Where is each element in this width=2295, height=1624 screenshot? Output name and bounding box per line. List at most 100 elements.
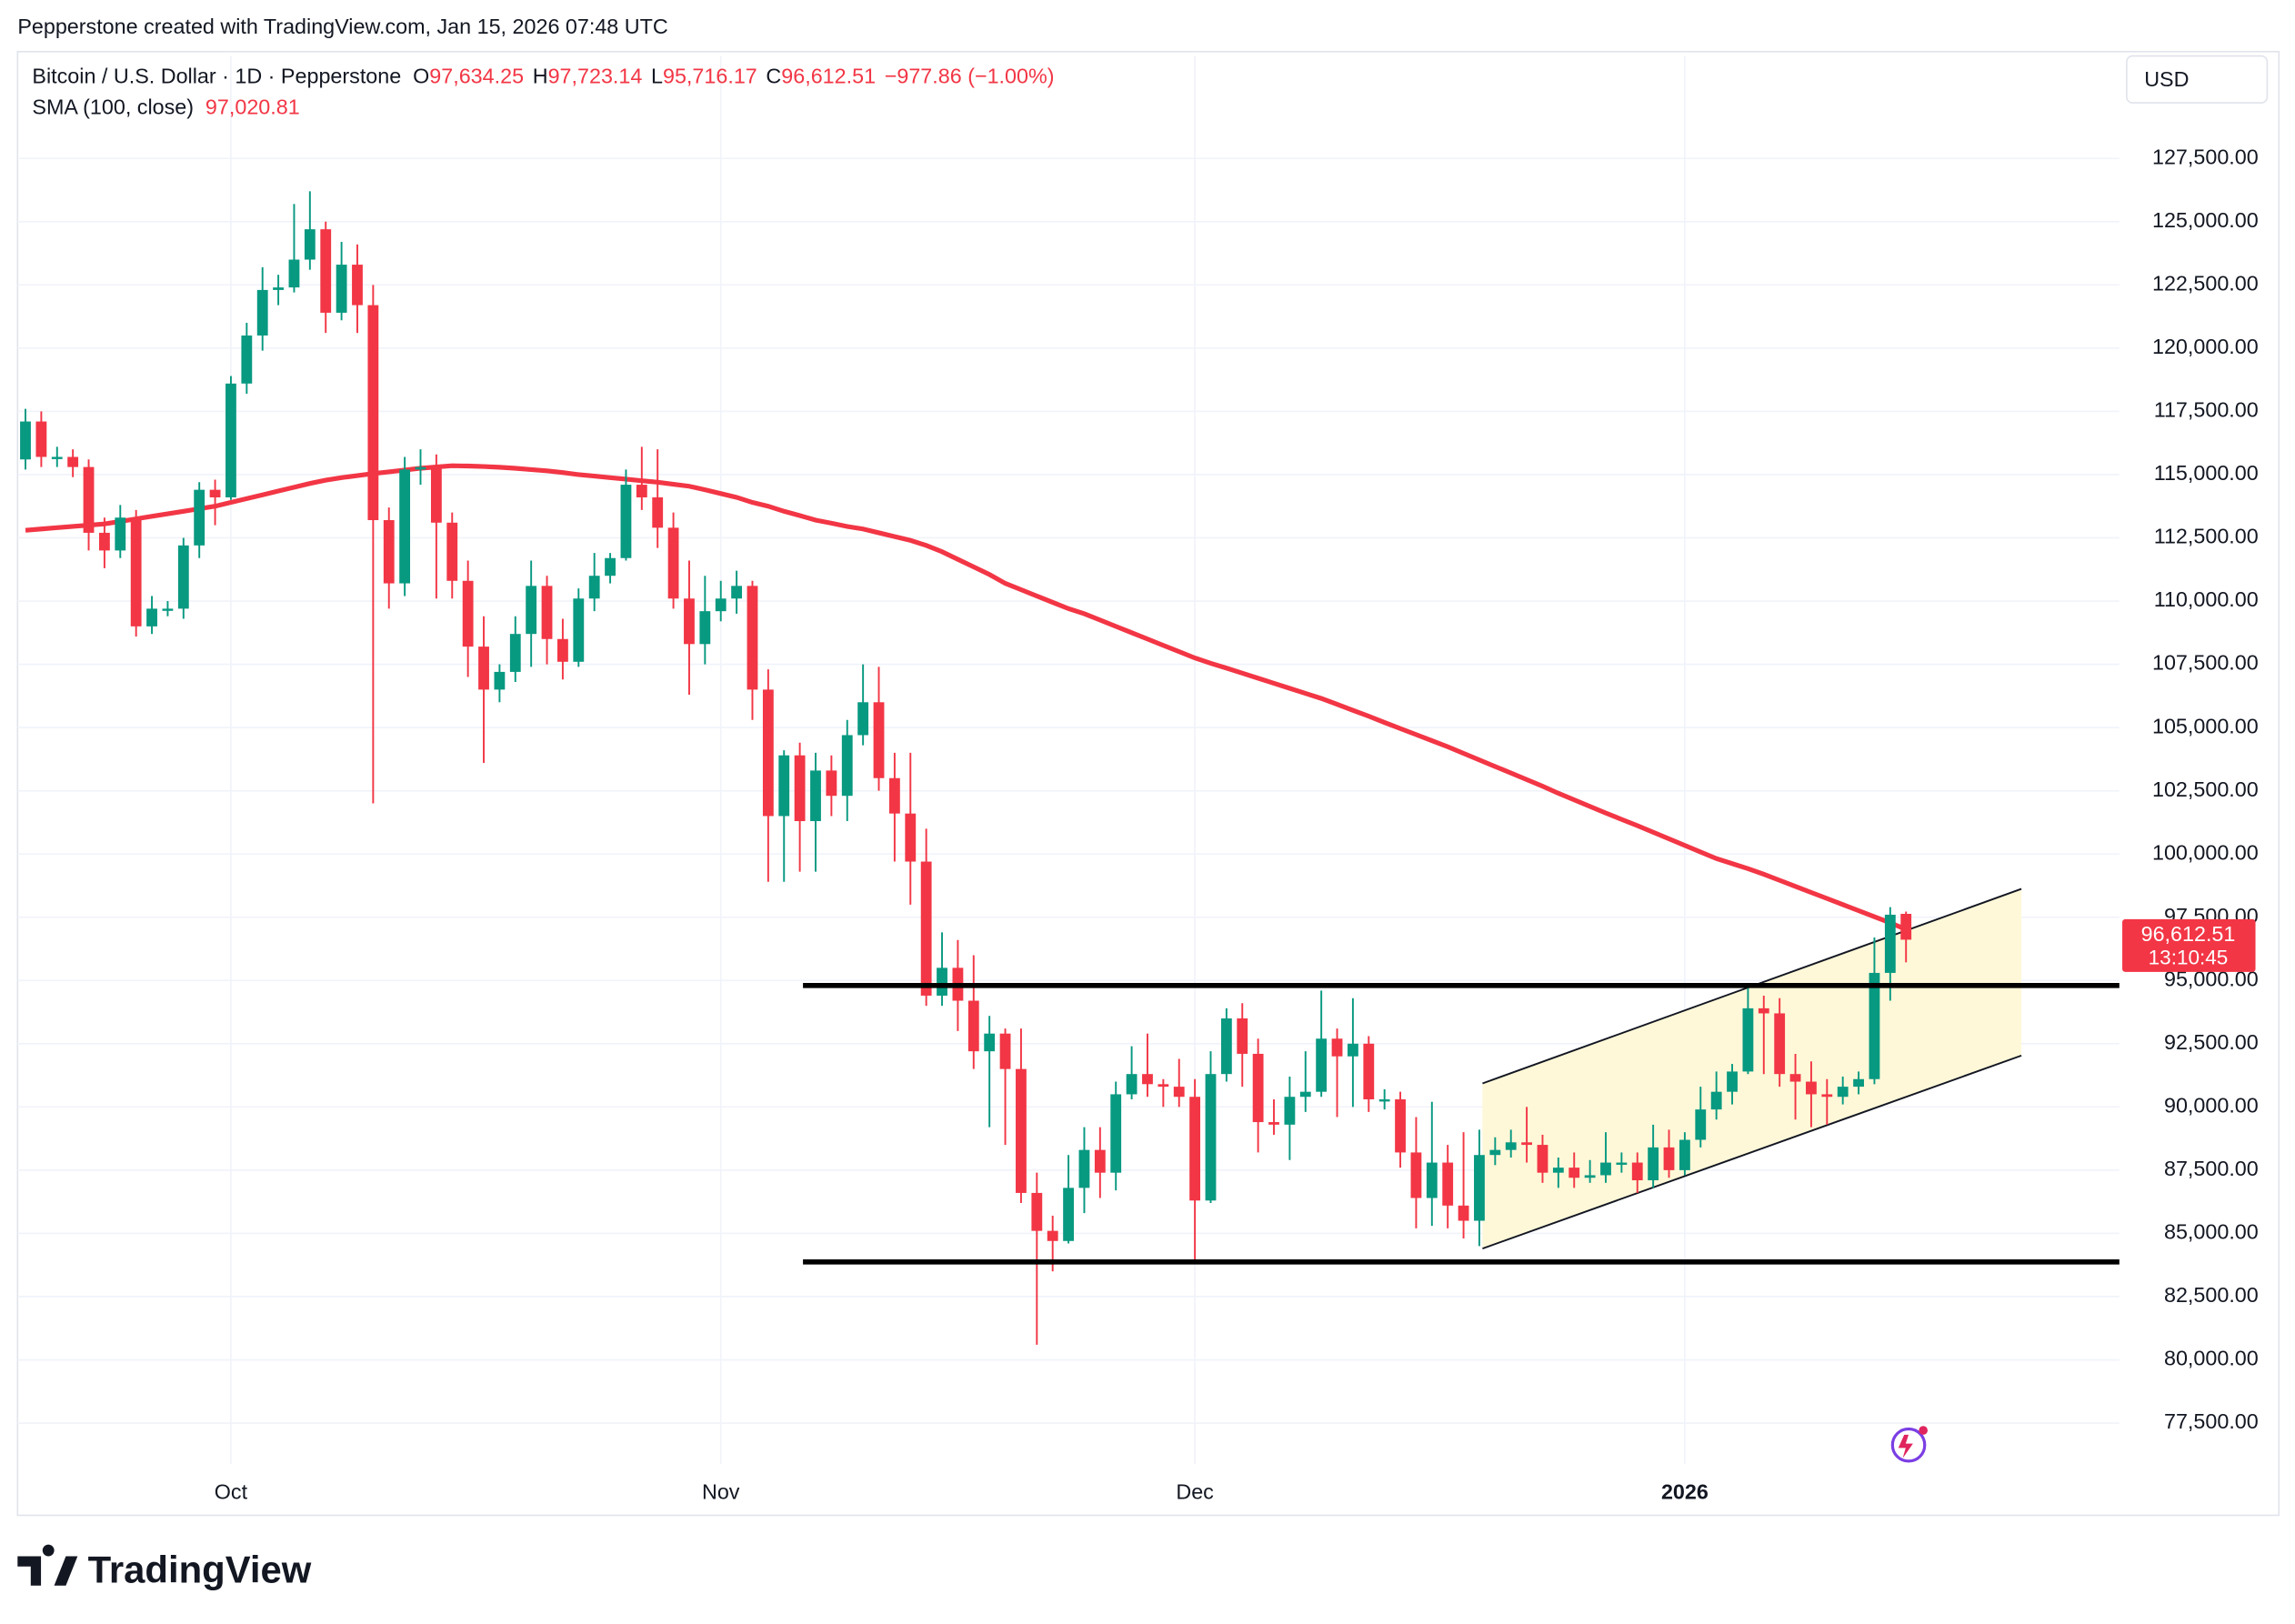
candle-body	[1821, 1094, 1833, 1098]
y-tick-label: 100,000.00	[2152, 840, 2259, 864]
y-tick-label: 112,500.00	[2154, 525, 2259, 548]
y-tick-label: 110,000.00	[2154, 587, 2259, 611]
candle-body	[1616, 1162, 1628, 1165]
x-tick-label: Oct	[215, 1479, 248, 1503]
candle-body	[1853, 1078, 1864, 1088]
candle-body	[667, 527, 679, 599]
candle-body	[1410, 1152, 1422, 1198]
candle-body	[1063, 1188, 1074, 1241]
candle-body	[573, 598, 585, 662]
ohlc-key: O	[413, 65, 429, 88]
candle-body	[241, 335, 253, 384]
x-tick-label: Dec	[1176, 1479, 1214, 1503]
candle-body	[1348, 1043, 1358, 1057]
candle-body	[1789, 1074, 1801, 1082]
footer-logo[interactable]: TradingView	[17, 1544, 312, 1591]
candle-body	[35, 421, 47, 457]
y-tick-label: 102,500.00	[2152, 777, 2259, 801]
candle-body	[1158, 1084, 1169, 1088]
ai-icon[interactable]	[1890, 1426, 1928, 1463]
candle-body	[1631, 1162, 1643, 1181]
legend-sma-name: SMA (100, close)	[32, 95, 194, 119]
candle-body	[1395, 1099, 1406, 1153]
y-tick-label: 77,500.00	[2164, 1409, 2259, 1433]
candle-body	[967, 1000, 979, 1052]
y-tick-label: 117,500.00	[2154, 398, 2259, 422]
candle-body	[731, 586, 743, 599]
candle-body	[1094, 1149, 1106, 1173]
candle-body	[494, 671, 506, 690]
candle-body	[747, 586, 758, 690]
candle-body	[1189, 1097, 1201, 1201]
candle-body	[1727, 1071, 1738, 1092]
candle-body	[1552, 1168, 1564, 1173]
candle-body	[1237, 1018, 1248, 1054]
candle-body	[1016, 1068, 1027, 1193]
candle-body	[1521, 1142, 1533, 1146]
candle-body	[715, 598, 727, 612]
currency-button[interactable]	[2126, 55, 2269, 104]
plot	[20, 191, 2120, 1345]
candle-body	[1474, 1155, 1485, 1221]
candle-body	[1537, 1145, 1548, 1173]
candle-body	[541, 586, 553, 639]
candle-body	[209, 489, 221, 497]
candle-body	[1806, 1081, 1817, 1095]
y-tick-label: 105,000.00	[2152, 714, 2259, 737]
candle-body	[905, 813, 917, 862]
y-tick-label: 90,000.00	[2164, 1094, 2259, 1118]
candle-body	[1663, 1147, 1675, 1170]
candle-body	[605, 557, 616, 576]
footer-logo-text: TradingView	[88, 1548, 312, 1590]
candle-body	[1205, 1074, 1217, 1201]
candle-body	[383, 520, 395, 584]
candle-body	[557, 638, 568, 662]
axes: 77,500.00 80,000.00 82,500.00 85,000.00 87,5…	[215, 145, 2259, 1503]
change: −977.86 (−1.00%)	[885, 65, 1055, 88]
candle-body	[1363, 1043, 1375, 1100]
candle-body	[462, 580, 474, 647]
candle-body	[999, 1033, 1011, 1069]
currency[interactable]: USD	[2144, 67, 2189, 91]
candle-body	[83, 466, 95, 533]
candle-body	[67, 456, 79, 467]
candle-body	[1110, 1094, 1122, 1173]
candle-body	[20, 421, 31, 460]
candle-body	[130, 517, 142, 627]
candle-body	[288, 259, 300, 288]
candle-body	[636, 485, 647, 497]
legend-symbol: Bitcoin / U.S. Dollar · 1D · Pepperstone…	[32, 65, 1054, 88]
candle-body	[430, 466, 442, 523]
candle-body	[1142, 1074, 1153, 1085]
candle-body	[1758, 1007, 1769, 1014]
candle-body	[684, 598, 695, 645]
candle-body	[1489, 1149, 1501, 1156]
candle-body	[1774, 1013, 1786, 1075]
y-tick-label: 125,000.00	[2152, 208, 2259, 232]
candle-body	[1299, 1091, 1311, 1098]
candle-body	[1884, 914, 1896, 973]
candle-body	[1679, 1139, 1690, 1170]
ohlc-value: 97,634.25	[429, 65, 524, 88]
x-tick-label: Nov	[702, 1479, 740, 1503]
legend-sma-value: 97,020.81	[205, 95, 300, 119]
ohlc-key: C	[766, 65, 781, 88]
candle-body	[1252, 1053, 1264, 1123]
candle-body	[304, 229, 316, 260]
candle-body	[1837, 1087, 1849, 1098]
candle-body	[888, 777, 900, 814]
y-tick-label: 127,500.00	[2152, 145, 2259, 168]
candle-body	[1584, 1175, 1596, 1178]
channel-line	[1482, 1054, 2022, 1250]
candle-body	[336, 265, 347, 313]
candle-body	[1126, 1074, 1137, 1095]
candle-body	[588, 576, 600, 599]
candle-body	[937, 967, 947, 996]
x-tick-label: 2026	[1661, 1479, 1709, 1503]
candle-body	[841, 735, 853, 797]
candle-body	[98, 532, 110, 551]
y-tick-label: 122,500.00	[2152, 272, 2259, 296]
candle-body	[1078, 1149, 1090, 1188]
